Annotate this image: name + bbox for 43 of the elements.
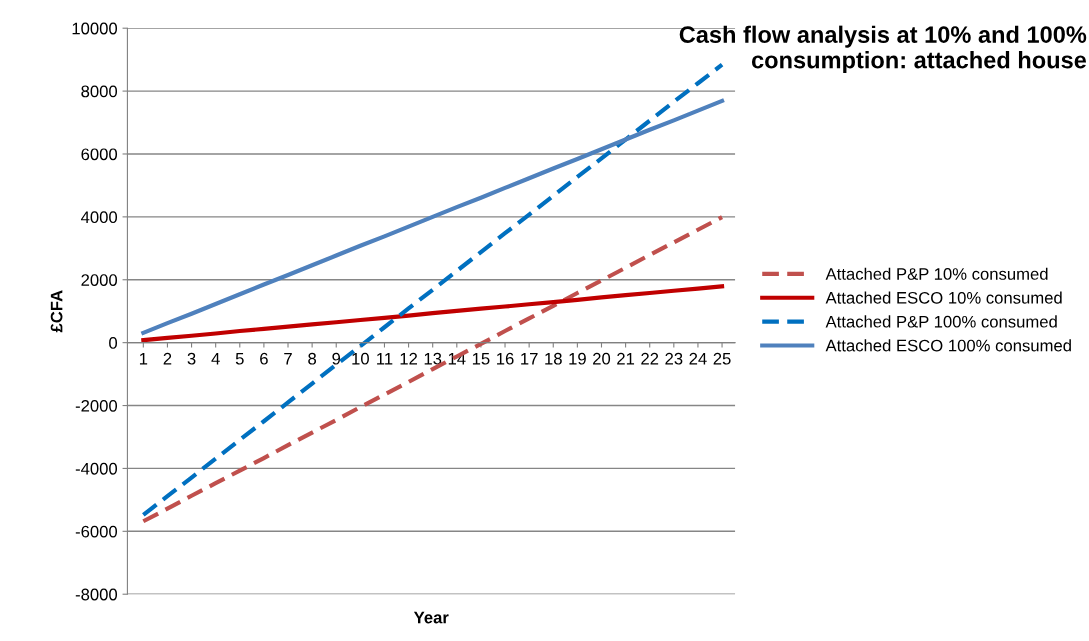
x-tick-label: 12	[400, 352, 418, 365]
x-tick-label: 3	[187, 352, 196, 365]
x-tick-label: 7	[284, 352, 292, 365]
x-axis-title: Year	[413, 611, 449, 624]
y-axis-title: £CFA	[50, 290, 63, 333]
x-tick-label: 11	[377, 352, 393, 365]
y-tick-label: -6000	[75, 525, 118, 538]
y-tick-label: -4000	[75, 462, 118, 475]
line-series	[141, 284, 725, 343]
x-tick-label: 9	[332, 352, 341, 365]
line-series	[141, 98, 725, 335]
x-tick-label: 2	[163, 352, 172, 365]
legend-label: Attached ESCO 100% consumed	[825, 339, 1071, 352]
legend-label: Attached ESCO 10% consumed	[825, 291, 1062, 304]
legend-label: Attached P&P 100% consumed	[825, 315, 1057, 328]
y-tick-label: 6000	[81, 148, 118, 161]
y-tick-label: -8000	[75, 588, 118, 601]
y-tick-label: 2000	[81, 274, 118, 286]
text: Cash flow analysis at 10% and 100% consumption: attached house	[679, 25, 1087, 74]
x-tick-label: 20	[593, 352, 611, 365]
x-tick-label: 18	[545, 352, 562, 365]
y-tick-label: 0	[109, 337, 118, 349]
x-tick-label: 16	[497, 352, 514, 365]
x-tick-label: 6	[260, 352, 268, 365]
x-tick-label: 22	[641, 352, 659, 365]
x-tick-label: 17	[521, 352, 538, 365]
y-tick-label: 4000	[81, 211, 118, 224]
x-tick-label: 8	[308, 352, 317, 365]
x-tick-label: 13	[424, 352, 442, 365]
x-tick-label: 24	[689, 352, 707, 365]
x-tick-label: 25	[713, 352, 731, 365]
x-tick-label: 19	[569, 352, 586, 365]
y-tick-label: 8000	[81, 85, 118, 98]
x-tick-label: 4	[211, 352, 220, 365]
x-tick-label: 5	[235, 352, 244, 365]
x-tick-label: 10	[352, 352, 369, 365]
x-tick-label: 21	[617, 352, 635, 365]
x-tick-label: 1	[139, 352, 148, 365]
x-tick-label: 23	[665, 352, 683, 365]
x-tick-label: 15	[472, 352, 490, 365]
legend-label: Attached P&P 10% consumed	[825, 267, 1048, 280]
y-tick-label: 10000	[72, 22, 118, 35]
y-tick-label: -2000	[75, 399, 118, 412]
